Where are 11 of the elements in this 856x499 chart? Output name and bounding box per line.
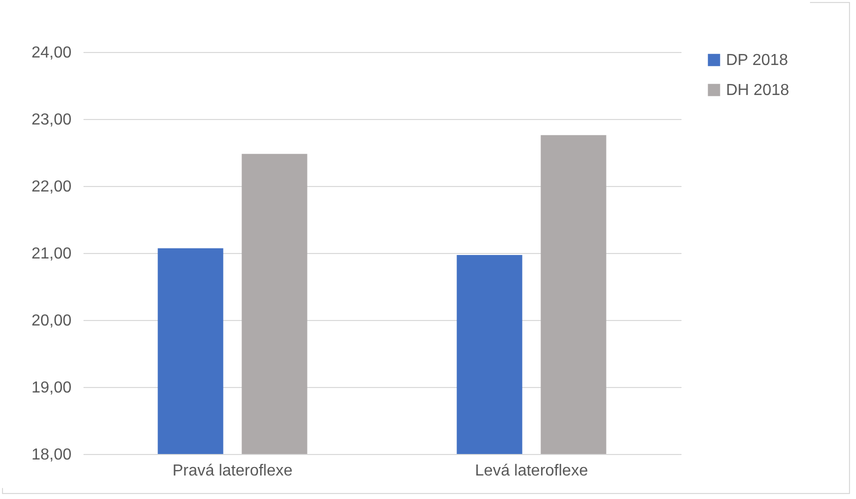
y-tick-label: 23,00 (31, 112, 72, 128)
legend-label: DH 2018 (726, 82, 790, 99)
x-tick-label: Pravá lateroflexe (172, 462, 293, 480)
y-tick-label: 24,00 (31, 44, 72, 62)
legend-label: DP 2018 (726, 52, 788, 69)
y-tick-label: 19,00 (31, 380, 72, 396)
x-tick-label: Levá lateroflexe (475, 462, 588, 480)
y-tick-label: 18,00 (31, 446, 72, 464)
y-tick-label: 20,00 (31, 312, 72, 330)
y-tick-label: 21,00 (31, 246, 72, 262)
y-tick-label: 22,00 (31, 178, 72, 196)
